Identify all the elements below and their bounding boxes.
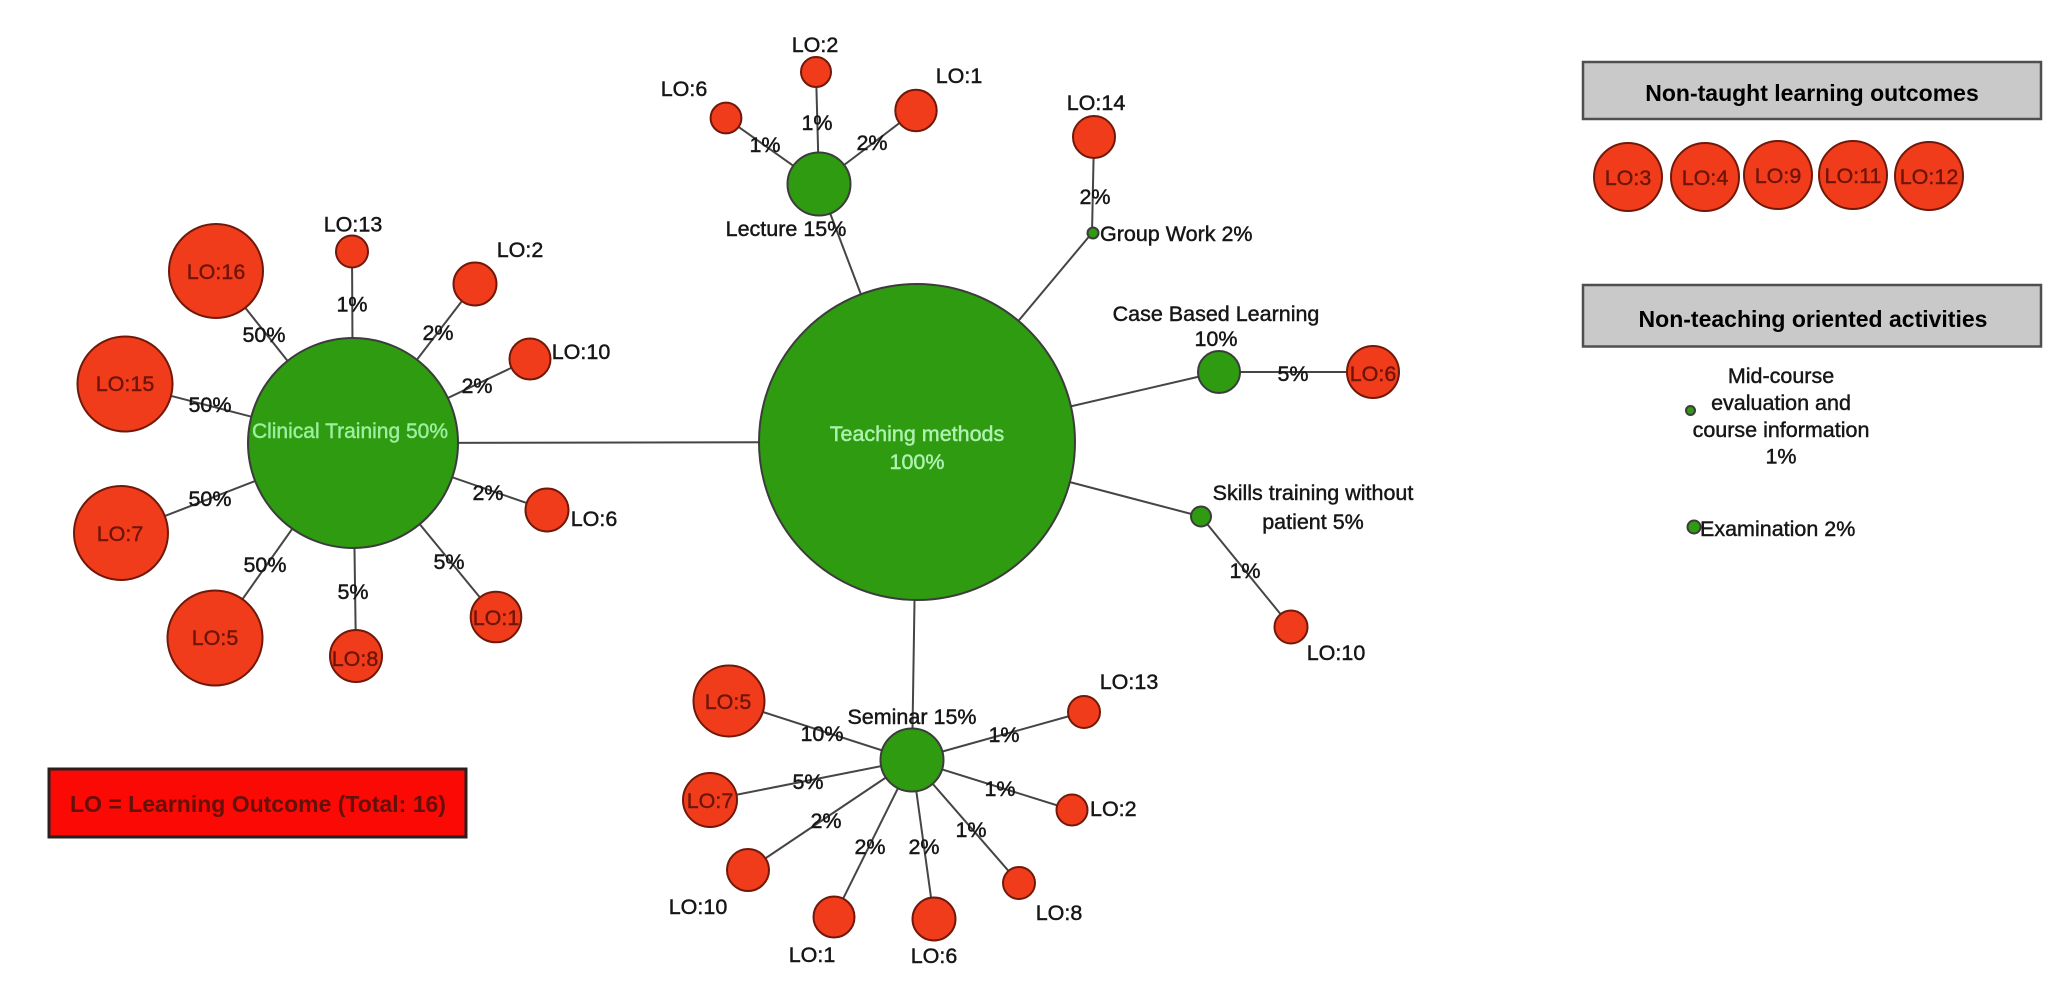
svg-text:LO:8: LO:8: [332, 647, 379, 671]
svg-text:2%: 2%: [461, 374, 492, 398]
svg-text:LO:4: LO:4: [1682, 166, 1729, 190]
svg-text:Mid-course: Mid-course: [1728, 364, 1834, 388]
svg-text:LO:5: LO:5: [192, 626, 239, 650]
svg-text:1%: 1%: [336, 293, 367, 317]
svg-text:10%: 10%: [1194, 327, 1237, 351]
svg-text:2%: 2%: [856, 131, 887, 155]
svg-text:1%: 1%: [984, 777, 1015, 801]
svg-text:Lecture 15%: Lecture 15%: [726, 217, 847, 241]
svg-text:LO:2: LO:2: [792, 33, 839, 57]
svg-text:LO:5: LO:5: [705, 690, 752, 714]
svg-text:1%: 1%: [955, 818, 986, 842]
svg-text:LO:7: LO:7: [97, 522, 144, 546]
svg-text:patient 5%: patient 5%: [1262, 510, 1364, 534]
svg-text:2%: 2%: [472, 481, 503, 505]
svg-text:Seminar 15%: Seminar 15%: [847, 705, 976, 729]
svg-text:LO:13: LO:13: [324, 213, 383, 237]
svg-text:50%: 50%: [188, 487, 231, 511]
svg-text:Examination 2%: Examination 2%: [1700, 517, 1855, 541]
svg-text:LO:10: LO:10: [552, 340, 611, 364]
svg-text:1%: 1%: [988, 723, 1019, 747]
svg-text:LO:6: LO:6: [661, 77, 708, 101]
svg-text:LO:1: LO:1: [936, 64, 983, 88]
svg-text:5%: 5%: [337, 580, 368, 604]
svg-text:50%: 50%: [188, 393, 231, 417]
svg-text:LO:9: LO:9: [1755, 164, 1802, 188]
svg-text:LO:1: LO:1: [789, 943, 836, 967]
svg-text:2%: 2%: [908, 835, 939, 859]
svg-text:1%: 1%: [1229, 559, 1260, 583]
svg-text:50%: 50%: [243, 553, 286, 577]
svg-text:LO:16: LO:16: [187, 260, 246, 284]
svg-text:LO:1: LO:1: [473, 606, 520, 630]
svg-text:course information: course information: [1693, 418, 1870, 442]
svg-text:10%: 10%: [800, 722, 843, 746]
svg-text:LO:10: LO:10: [1307, 641, 1366, 665]
svg-text:LO:2: LO:2: [1090, 797, 1137, 821]
svg-text:5%: 5%: [1277, 362, 1308, 386]
svg-text:50%: 50%: [242, 323, 285, 347]
svg-text:5%: 5%: [792, 770, 823, 794]
svg-text:LO:6: LO:6: [911, 944, 958, 968]
svg-text:LO:10: LO:10: [669, 895, 728, 919]
svg-text:Non-taught learning outcomes: Non-taught learning outcomes: [1645, 80, 1979, 106]
svg-text:Teaching methods: Teaching methods: [830, 422, 1005, 446]
svg-text:LO:14: LO:14: [1067, 91, 1126, 115]
svg-text:LO:11: LO:11: [1825, 164, 1882, 188]
svg-text:Skills training without: Skills training without: [1213, 481, 1414, 505]
svg-text:LO:8: LO:8: [1036, 901, 1083, 925]
svg-text:evaluation and: evaluation and: [1711, 391, 1851, 415]
svg-text:LO:7: LO:7: [687, 789, 734, 813]
svg-text:2%: 2%: [422, 321, 453, 345]
svg-text:LO:15: LO:15: [96, 372, 155, 396]
svg-text:LO:12: LO:12: [1900, 165, 1959, 189]
svg-text:LO:13: LO:13: [1100, 670, 1159, 694]
svg-text:LO:3: LO:3: [1605, 166, 1652, 190]
svg-text:Case Based Learning: Case Based Learning: [1113, 302, 1320, 326]
svg-text:LO:6: LO:6: [571, 507, 618, 531]
svg-text:Non-teaching oriented activiti: Non-teaching oriented activities: [1639, 306, 1988, 332]
svg-text:1%: 1%: [749, 133, 780, 157]
svg-text:5%: 5%: [433, 550, 464, 574]
svg-text:2%: 2%: [1079, 185, 1110, 209]
svg-text:2%: 2%: [810, 809, 841, 833]
svg-text:LO:6: LO:6: [1350, 362, 1397, 386]
svg-text:LO = Learning Outcome (Total:: LO = Learning Outcome (Total: 16): [70, 791, 446, 817]
svg-text:1%: 1%: [1765, 445, 1796, 469]
svg-text:Group Work 2%: Group Work 2%: [1100, 222, 1253, 246]
svg-text:1%: 1%: [801, 111, 832, 135]
svg-text:100%: 100%: [890, 450, 945, 474]
svg-text:Clinical Training 50%: Clinical Training 50%: [252, 420, 448, 443]
svg-text:LO:2: LO:2: [497, 238, 544, 262]
svg-text:2%: 2%: [854, 835, 885, 859]
